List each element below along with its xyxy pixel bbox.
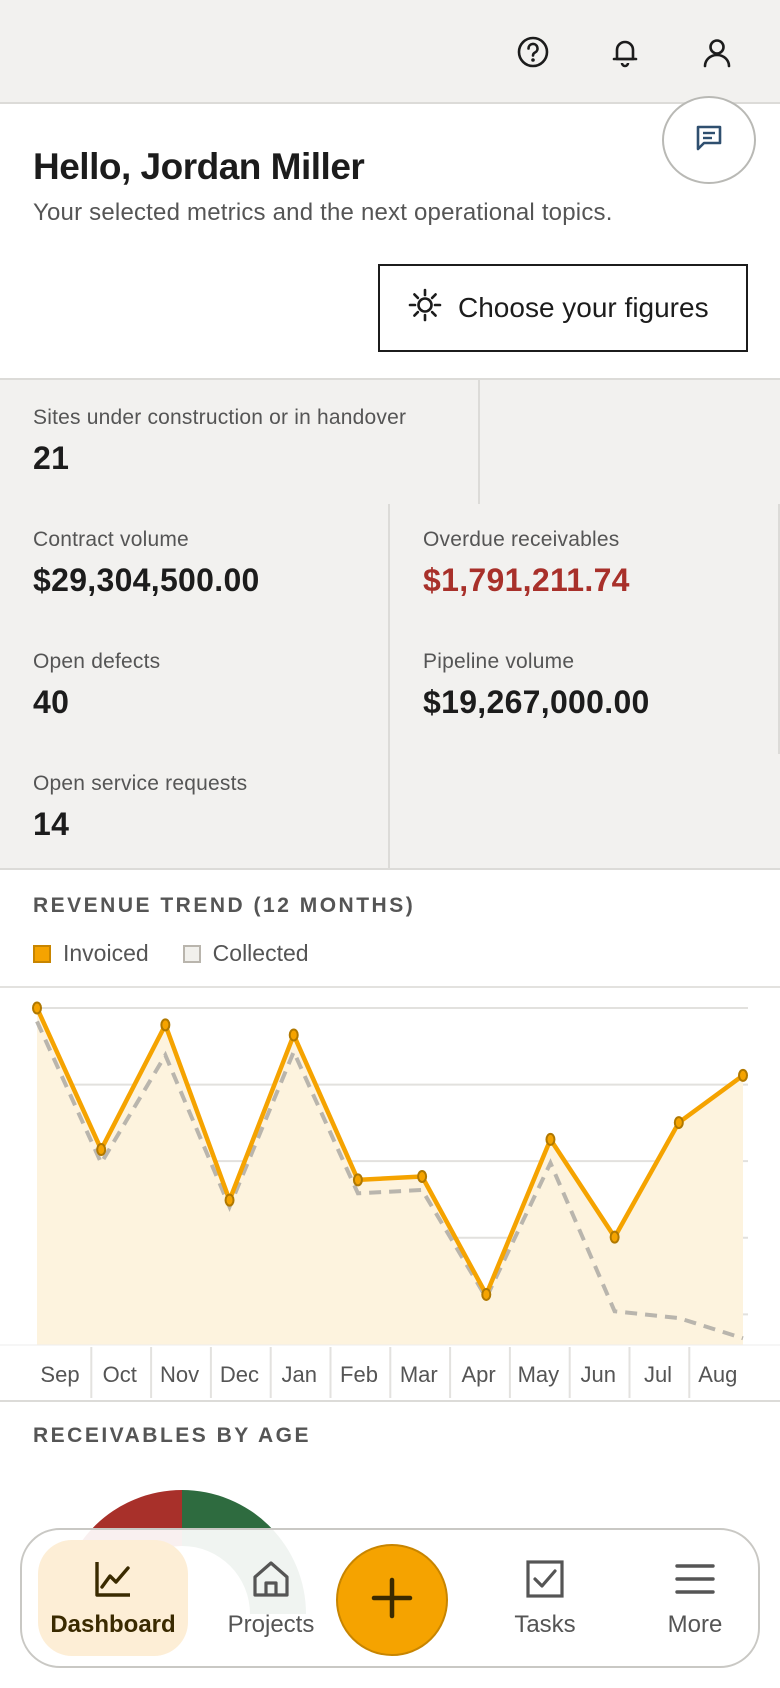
divider (478, 380, 480, 504)
legend-item-collected[interactable]: Collected (182, 940, 309, 967)
metric-contract-volume[interactable]: Contract volume $29,304,500.00 (33, 528, 260, 599)
bell-icon[interactable] (603, 30, 647, 74)
nav-more[interactable]: More (620, 1540, 770, 1656)
x-tick-label: Sep (40, 1362, 79, 1387)
metric-value: $19,267,000.00 (423, 684, 650, 720)
metric-label: Open service requests (33, 772, 248, 795)
page-subtitle: Your selected metrics and the next opera… (33, 199, 613, 226)
legend-swatch (182, 944, 201, 963)
metric-pipeline-volume[interactable]: Pipeline volume $19,267,000.00 (423, 650, 650, 721)
greeting-card: Hello, Jordan Miller Your selected metri… (0, 96, 780, 380)
x-tick-label: Jun (580, 1362, 615, 1387)
invoiced-point[interactable] (738, 1068, 748, 1082)
chart-line-icon (92, 1558, 134, 1611)
x-tick-label: Apr (461, 1362, 495, 1387)
invoiced-point[interactable] (32, 1001, 42, 1015)
metric-label: Pipeline volume (423, 650, 575, 673)
nav-tasks[interactable]: Tasks (470, 1540, 620, 1656)
metric-label: Contract volume (33, 528, 189, 551)
choose-figures-label: Choose your figures (458, 292, 709, 323)
metric-sites[interactable]: Sites under construction or in handover … (33, 406, 406, 477)
plus-icon (370, 1576, 414, 1625)
top-app-bar (0, 0, 780, 104)
nav-label: Dashboard (50, 1610, 176, 1638)
chart-title: REVENUE TREND (12 MONTHS) (33, 894, 416, 917)
nav-label: More (667, 1610, 723, 1638)
metric-value: $29,304,500.00 (33, 562, 260, 598)
metrics-grid: Sites under construction or in handover … (0, 380, 780, 870)
bottom-navigation: Dashboard Projects Tasks More (20, 1528, 760, 1668)
nav-projects[interactable]: Projects (196, 1540, 346, 1656)
legend-item-invoiced[interactable]: Invoiced (33, 940, 149, 967)
invoiced-point[interactable] (673, 1116, 684, 1130)
legend-swatch (33, 944, 51, 963)
nav-label: Tasks (514, 1610, 576, 1638)
x-tick-label: Feb (340, 1362, 378, 1387)
chat-button[interactable] (662, 96, 756, 184)
chat-icon (693, 122, 725, 159)
metric-label: Sites under construction or in handover (33, 406, 407, 429)
invoiced-point[interactable] (352, 1173, 363, 1187)
x-tick-label: Aug (698, 1362, 737, 1387)
collected-line (35, 1020, 744, 1341)
invoiced-point[interactable] (96, 1143, 107, 1157)
metric-label: Overdue receivables (423, 528, 620, 551)
revenue-trend-chart: Sep Oct Nov Dec Jan Feb Mar Apr May Jun Jul Aug (0, 1001, 780, 1398)
x-tick-label: Nov (160, 1362, 199, 1387)
add-button[interactable] (336, 1544, 448, 1656)
metric-value: 40 (33, 684, 70, 720)
x-tick-label: Dec (220, 1362, 259, 1387)
invoiced-point[interactable] (417, 1170, 428, 1183)
metric-overdue-receivables[interactable]: Overdue receivables $1,791,211.74 (423, 528, 630, 599)
divider (0, 986, 780, 988)
invoiced-point[interactable] (160, 1018, 171, 1032)
divider (778, 504, 780, 754)
divider (388, 504, 390, 870)
receivables-title: RECEIVABLES BY AGE (33, 1424, 311, 1447)
invoiced-line (34, 1007, 745, 1297)
invoiced-point[interactable] (609, 1230, 620, 1244)
choose-figures-button[interactable]: Choose your figures (378, 264, 748, 352)
revenue-trend-card: REVENUE TREND (12 MONTHS) Invoiced Colle… (0, 870, 780, 1402)
x-tick-label: May (518, 1362, 560, 1387)
metric-open-service-requests[interactable]: Open service requests 14 (33, 772, 247, 843)
metric-value: 14 (33, 806, 70, 842)
page-title: Hello, Jordan Miller (33, 146, 365, 187)
metric-value: $1,791,211.74 (423, 562, 630, 598)
help-icon[interactable] (511, 30, 555, 74)
invoiced-point[interactable] (481, 1287, 492, 1301)
menu-icon (674, 1558, 716, 1611)
legend-label: Invoiced (63, 940, 149, 966)
invoiced-point[interactable] (224, 1193, 235, 1207)
x-tick-label: Oct (103, 1362, 137, 1387)
invoiced-point[interactable] (545, 1132, 556, 1146)
invoiced-point[interactable] (288, 1028, 299, 1042)
x-tick-label: Jul (644, 1362, 672, 1387)
nav-dashboard[interactable]: Dashboard (38, 1540, 188, 1656)
metric-value: 21 (33, 440, 70, 476)
metric-label: Open defects (33, 650, 161, 673)
gear-icon (408, 288, 458, 329)
legend-label: Collected (212, 940, 309, 966)
invoiced-area (37, 1008, 743, 1345)
metric-open-defects[interactable]: Open defects 40 (33, 650, 160, 721)
x-tick-label: Jan (281, 1362, 316, 1387)
chart-legend: Invoiced Collected (33, 940, 343, 967)
x-tick-label: Mar (400, 1362, 438, 1387)
nav-label: Projects (227, 1610, 315, 1638)
home-icon (250, 1558, 292, 1611)
checkbox-icon (524, 1558, 566, 1611)
user-icon[interactable] (695, 30, 739, 74)
